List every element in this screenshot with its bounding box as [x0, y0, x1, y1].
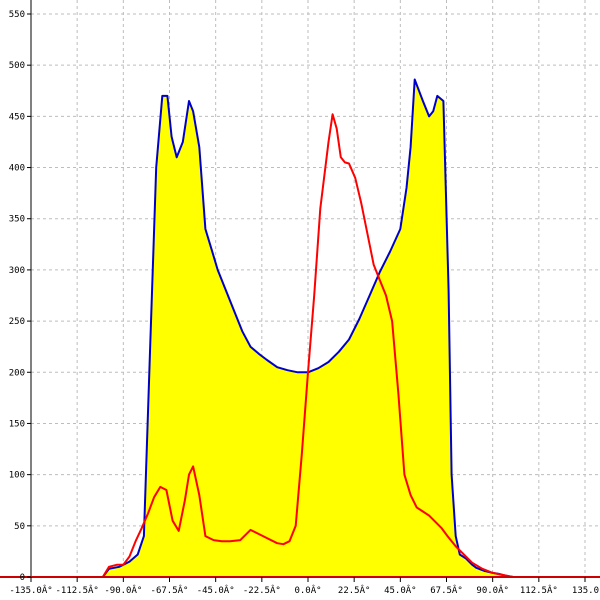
x-tick-label-10: 90.0Â° — [476, 584, 509, 596]
y-tick-label-6: 300 — [9, 266, 25, 276]
x-tick-label-12: 135.0 — [572, 586, 599, 596]
y-tick-label-5: 250 — [9, 317, 25, 327]
x-tick-label-2: -90.0Â° — [104, 584, 142, 596]
y-tick-label-0: 0 — [20, 573, 25, 583]
y-tick-label-4: 200 — [9, 368, 25, 378]
y-tick-label-9: 450 — [9, 112, 25, 122]
y-tick-label-7: 350 — [9, 215, 25, 225]
series-lines — [101, 78, 514, 578]
axes — [0, 0, 600, 578]
x-tick-label-7: 22.5Â° — [338, 584, 371, 596]
y-tick-label-8: 400 — [9, 164, 25, 174]
series-0-area — [102, 79, 514, 577]
x-tick-label-9: 67.5Â° — [430, 584, 463, 596]
x-tick-label-5: -22.5Â° — [243, 584, 281, 596]
series-1-line — [101, 113, 514, 578]
series-fills — [102, 79, 514, 577]
x-tick-label-11: 112.5Â° — [520, 584, 558, 596]
x-tick-label-8: 45.0Â° — [384, 584, 417, 596]
y-tick-label-10: 500 — [9, 61, 25, 71]
x-tick-labels: -135.0Â° -112.5Â° -90.0Â° -67.5Â° -45.0Â° -22… — [9, 577, 599, 596]
x-tick-label-4: -45.0Â° — [197, 584, 235, 596]
series-0-line — [102, 78, 514, 578]
y-tick-label-2: 100 — [9, 471, 25, 481]
y-tick-labels: 0 50 100 150 200 250 300 350 400 450 500 550 — [9, 10, 31, 583]
x-tick-label-0: -135.0Â° — [9, 584, 52, 596]
y-tick-label-11: 550 — [9, 10, 25, 20]
y-tick-label-1: 50 — [14, 522, 25, 532]
x-tick-label-1: -112.5Â° — [55, 584, 98, 596]
x-tick-label-3: -67.5Â° — [151, 584, 189, 596]
x-tick-label-6: 0.0Â° — [294, 584, 321, 596]
y-tick-label-3: 150 — [9, 419, 25, 429]
